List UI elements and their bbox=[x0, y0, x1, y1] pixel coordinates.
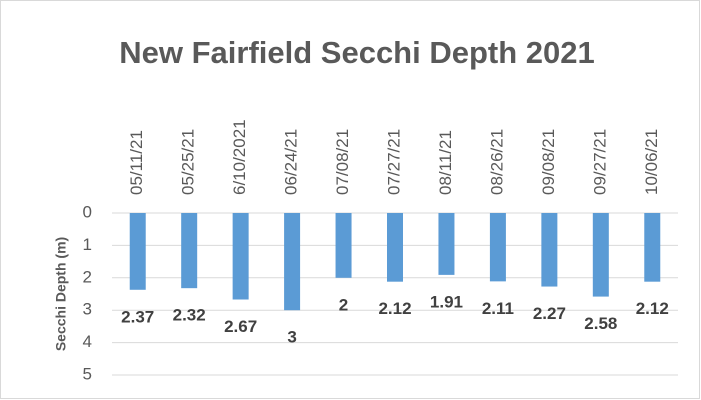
bar bbox=[335, 213, 352, 278]
x-tick-label: 07/27/21 bbox=[384, 129, 403, 195]
bar bbox=[129, 213, 146, 290]
data-label: 2.58 bbox=[584, 314, 617, 333]
y-tick-label: 0 bbox=[83, 202, 92, 221]
bar bbox=[541, 213, 558, 287]
data-label: 2.37 bbox=[121, 307, 154, 326]
bar bbox=[232, 213, 249, 300]
y-tick-label: 5 bbox=[83, 364, 92, 383]
data-label: 2 bbox=[339, 295, 348, 314]
bar bbox=[387, 213, 403, 282]
bar bbox=[438, 213, 455, 275]
x-tick-label: 05/11/21 bbox=[127, 130, 146, 195]
x-tick-label: 10/06/21 bbox=[642, 129, 661, 195]
bar bbox=[489, 213, 506, 282]
bar bbox=[181, 213, 198, 289]
x-tick-label: 08/11/21 bbox=[436, 130, 455, 195]
data-label: 2.11 bbox=[482, 299, 514, 318]
y-tick-label: 2 bbox=[83, 267, 92, 286]
x-tick-label: 07/08/21 bbox=[333, 129, 352, 195]
x-tick-label: 09/08/21 bbox=[539, 129, 558, 195]
x-tick-label: 6/10/2021 bbox=[230, 119, 249, 195]
bar bbox=[592, 213, 609, 297]
data-label: 1.91 bbox=[430, 292, 463, 311]
x-tick-label: 06/24/21 bbox=[282, 129, 301, 195]
chart-title: New Fairfield Secchi Depth 2021 bbox=[119, 35, 595, 70]
bar bbox=[644, 213, 661, 282]
data-label: 2.12 bbox=[378, 299, 411, 318]
y-axis-label: Secchi Depth (m) bbox=[53, 237, 69, 351]
data-label: 2.67 bbox=[224, 317, 257, 336]
data-label: 2.12 bbox=[636, 299, 669, 318]
y-tick-label: 3 bbox=[83, 300, 92, 319]
x-tick-label: 09/27/21 bbox=[590, 129, 609, 195]
y-tick-label: 4 bbox=[83, 332, 92, 351]
data-label: 2.27 bbox=[533, 304, 566, 323]
data-label: 2.32 bbox=[173, 306, 206, 325]
data-label: 3 bbox=[287, 328, 296, 347]
x-tick-label: 05/25/21 bbox=[179, 129, 198, 195]
x-tick-label: 08/26/21 bbox=[487, 129, 506, 195]
bar bbox=[284, 213, 301, 311]
y-tick-label: 1 bbox=[83, 235, 92, 254]
